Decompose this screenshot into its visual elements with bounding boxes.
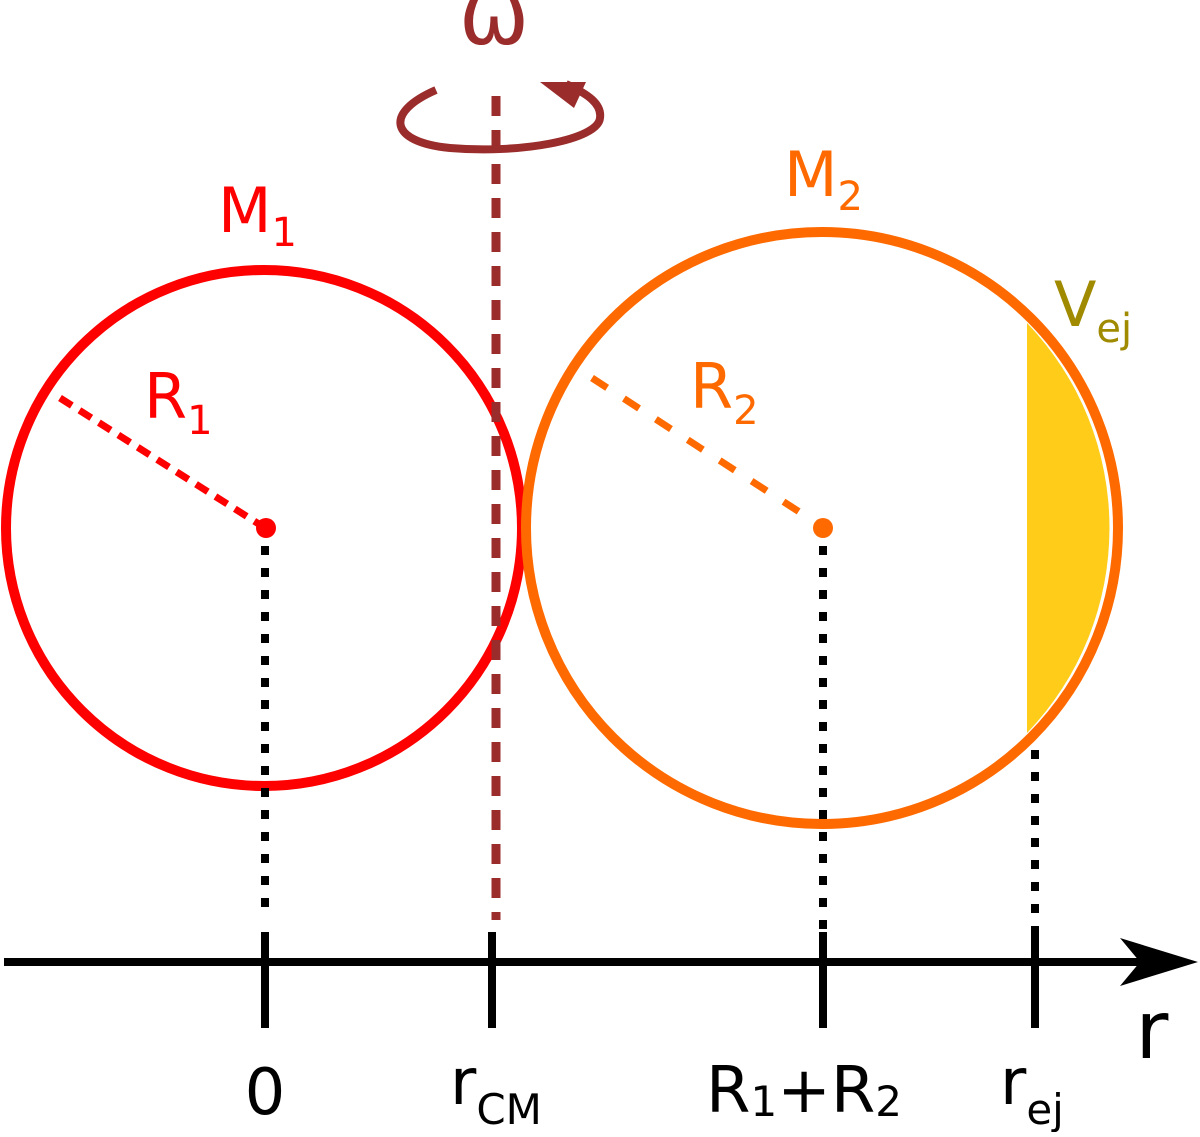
tick-label-0: 0 bbox=[245, 1056, 286, 1130]
star2-mass-label: M2 bbox=[784, 138, 863, 220]
star1-radius-label: R1 bbox=[144, 360, 213, 444]
tick-label-rcm: rCM bbox=[450, 1046, 542, 1132]
tick-label-rej: rej bbox=[1000, 1046, 1064, 1132]
rotation-arrow bbox=[396, 80, 605, 154]
star2-radius-line bbox=[590, 375, 820, 527]
star2-circle bbox=[521, 227, 1123, 829]
star2-center bbox=[813, 518, 833, 538]
star1-center bbox=[256, 518, 276, 538]
r-axis-name: r bbox=[1136, 984, 1169, 1077]
r-axis-arrowhead bbox=[1120, 938, 1198, 986]
omega-label: ω bbox=[459, 0, 529, 64]
star1-mass-label: M1 bbox=[218, 174, 297, 256]
ejecta-label: Vej bbox=[1054, 268, 1132, 352]
ejecta-region bbox=[1027, 323, 1110, 733]
star1-radius-line bbox=[58, 395, 264, 529]
star2-radius-label: R2 bbox=[690, 350, 759, 434]
tick-label-r1r2: R1+R2 bbox=[706, 1054, 902, 1128]
rotation-arrowhead bbox=[540, 82, 586, 108]
